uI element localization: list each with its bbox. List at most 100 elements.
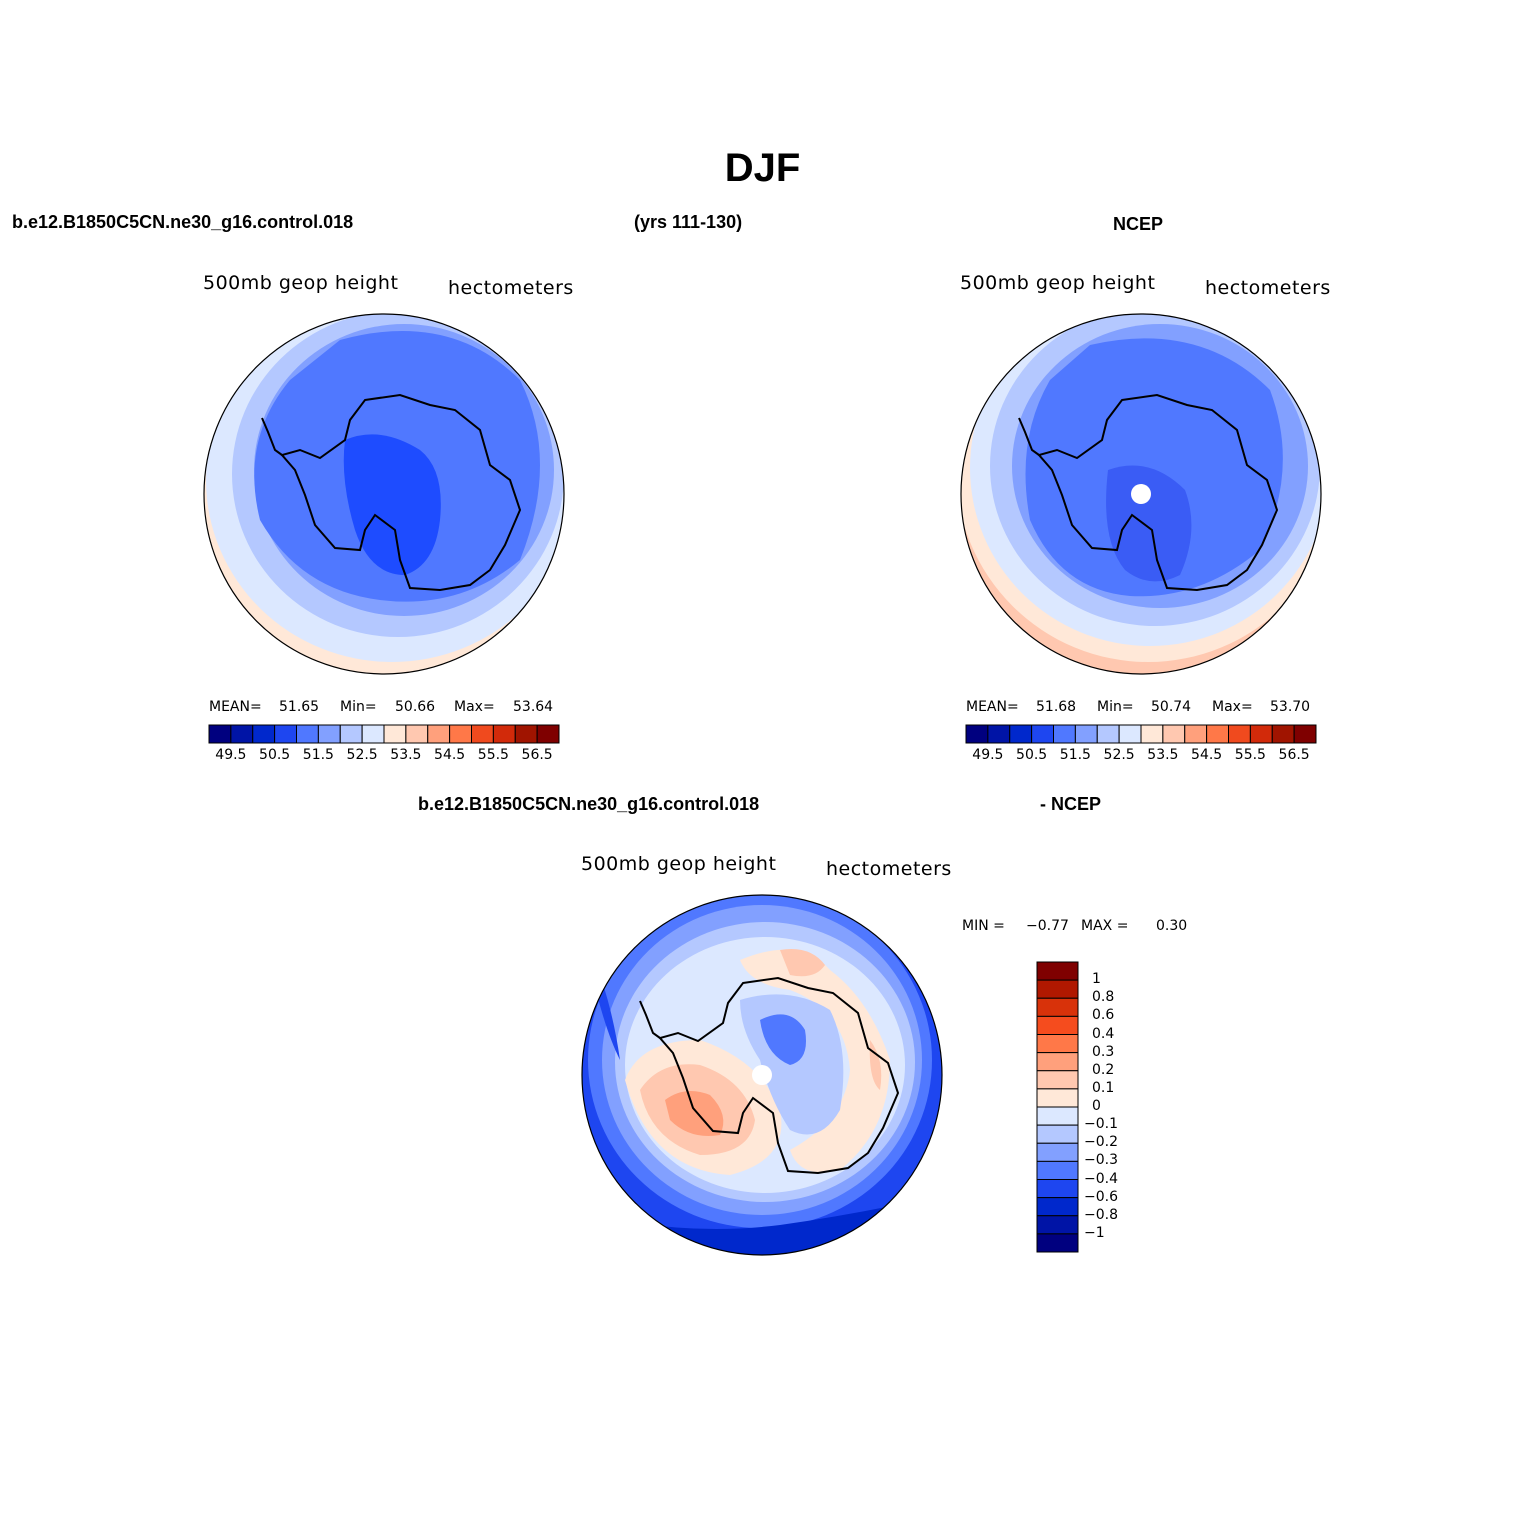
colorbar-tick-label: 49.5	[972, 747, 1004, 763]
colorbar-swatch	[1036, 1106, 1079, 1126]
colorbar-swatch	[1036, 1034, 1079, 1054]
panel1-min-label: Min=	[340, 699, 377, 715]
colorbar-swatch	[1293, 724, 1317, 744]
panel1-mean-value: 51.65	[279, 699, 320, 715]
panel1-max-label: Max=	[454, 699, 495, 715]
colorbar-tick-label: 52.5	[1103, 747, 1135, 763]
panel1-units: hectometers	[448, 277, 574, 299]
colorbar-tick-label: 54.5	[1191, 747, 1223, 763]
colorbar-swatch	[208, 724, 232, 744]
panel3-min-label: MIN =	[962, 918, 1005, 934]
years-header: (yrs 111-130)	[634, 212, 743, 232]
colorbar-tick-label: 51.5	[1059, 747, 1091, 763]
colorbar-tick-label: −0.8	[1084, 1206, 1118, 1223]
colorbar-swatch	[1036, 1142, 1079, 1162]
colorbar-tick-label: 55.5	[1234, 747, 1266, 763]
colorbar-swatch	[1036, 1160, 1079, 1180]
colorbar-swatch	[514, 724, 538, 744]
colorbar-swatch	[1036, 1233, 1079, 1253]
colorbar-swatch	[1228, 724, 1251, 744]
colorbar-tick-label: 1	[1092, 971, 1101, 988]
panel3-variable: 500mb geop height	[581, 853, 777, 875]
colorbar-tick-label: 0.1	[1092, 1079, 1115, 1096]
colorbar-swatch	[361, 724, 385, 744]
colorbar-swatch	[1053, 724, 1076, 744]
page-title: DJF	[724, 146, 801, 190]
colorbar-swatch	[339, 724, 363, 744]
colorbar-tick-label: 54.5	[434, 747, 466, 763]
colorbar-swatch	[1036, 1088, 1079, 1108]
colorbar-swatch	[1184, 724, 1208, 744]
colorbar-tick-label: 49.5	[215, 747, 247, 763]
colorbar-swatch	[1031, 724, 1054, 744]
colorbar-swatch	[296, 724, 319, 744]
colorbar-swatch	[1096, 724, 1120, 744]
colorbar-swatch	[1036, 1197, 1079, 1217]
case-name-header: b.e12.B1850C5CN.ne30_g16.control.018	[12, 212, 354, 232]
colorbar-swatch	[1036, 1052, 1079, 1072]
panel2-colorbar	[965, 724, 1317, 744]
panel1-colorbar	[208, 724, 560, 744]
colorbar-tick-label: 53.5	[1147, 747, 1179, 763]
colorbar-swatch	[252, 724, 276, 744]
colorbar-swatch	[492, 724, 516, 744]
panel1-min-value: 50.66	[395, 699, 436, 715]
colorbar-tick-label: −0.1	[1084, 1116, 1118, 1133]
colorbar-tick-label: −1	[1084, 1224, 1105, 1241]
colorbar-swatch	[1271, 724, 1295, 744]
colorbar-tick-label: 50.5	[259, 747, 291, 763]
panel3-min-value: −0.77	[1026, 918, 1069, 934]
colorbar-swatch	[449, 724, 472, 744]
colorbar-swatch	[1118, 724, 1142, 744]
colorbar-swatch	[1162, 724, 1186, 744]
colorbar-swatch	[1249, 724, 1273, 744]
colorbar-tick-label: 0	[1092, 1098, 1101, 1114]
panel3-max-value: 0.30	[1156, 918, 1188, 934]
panel2-mean-label: MEAN=	[966, 699, 1019, 715]
diff-case-header: b.e12.B1850C5CN.ne30_g16.control.018	[418, 794, 760, 814]
colorbar-swatch	[1036, 1070, 1079, 1090]
panel2-units: hectometers	[1205, 277, 1331, 299]
colorbar-tick-label: 0.3	[1092, 1043, 1115, 1060]
diff-obs-header: - NCEP	[1040, 794, 1102, 814]
colorbar-swatch	[987, 724, 1011, 744]
panel3-max-label: MAX =	[1081, 918, 1129, 934]
colorbar-swatch	[965, 724, 989, 744]
colorbar-swatch	[1140, 724, 1164, 744]
colorbar-swatch	[274, 724, 297, 744]
colorbar-swatch	[1036, 961, 1079, 981]
colorbar-swatch	[1074, 724, 1098, 744]
panel2-mean-value: 51.68	[1036, 699, 1077, 715]
colorbar-tick-label: 0.8	[1092, 989, 1115, 1006]
colorbar-swatch	[230, 724, 254, 744]
colorbar-tick-label: −0.2	[1084, 1134, 1118, 1151]
colorbar-tick-label: 0.6	[1092, 1007, 1115, 1024]
colorbar-tick-label: 0.4	[1092, 1025, 1115, 1042]
colorbar-swatch	[1036, 1179, 1079, 1199]
obs-name-header: NCEP	[1113, 214, 1164, 234]
colorbar-tick-label: 50.5	[1016, 747, 1048, 763]
colorbar-swatch	[1009, 724, 1033, 744]
colorbar-tick-label: 52.5	[346, 747, 378, 763]
colorbar-swatch	[383, 724, 407, 744]
colorbar-swatch	[1036, 1015, 1079, 1035]
panel1-mean-label: MEAN=	[209, 699, 262, 715]
colorbar-swatch	[427, 724, 451, 744]
colorbar-tick-label: 51.5	[302, 747, 334, 763]
colorbar-swatch	[471, 724, 494, 744]
panel1-max-value: 53.64	[513, 699, 554, 715]
colorbar-swatch	[1036, 979, 1079, 999]
panel3-units: hectometers	[826, 858, 952, 880]
panel1-variable: 500mb geop height	[203, 272, 399, 294]
colorbar-tick-label: 56.5	[1278, 747, 1310, 763]
colorbar-swatch	[536, 724, 560, 744]
panel2-max-value: 53.70	[1270, 699, 1311, 715]
colorbar-tick-label: 55.5	[477, 747, 509, 763]
panel2-min-label: Min=	[1097, 699, 1134, 715]
panel3-colorbar	[1036, 961, 1079, 1253]
colorbar-tick-label: −0.4	[1084, 1170, 1118, 1187]
panel2-max-label: Max=	[1212, 699, 1253, 715]
